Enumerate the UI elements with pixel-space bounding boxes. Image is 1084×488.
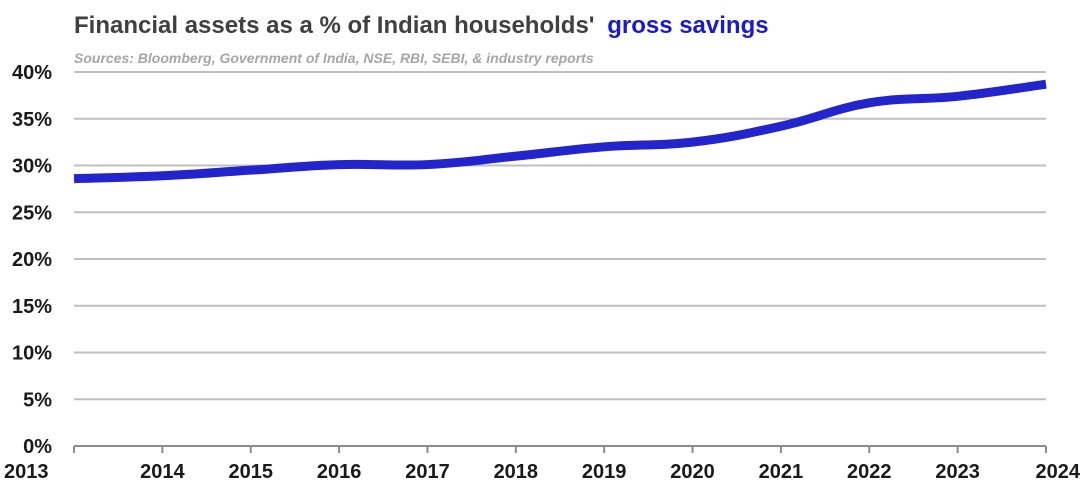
y-tick-label: 25% [12,202,52,224]
y-tick-label: 5% [23,389,52,411]
series-lines [73,79,1047,184]
data-point-2015 [250,169,252,171]
x-axis-tick-labels: 2013 2014 2015 2016 2017 2018 2019 2020 2021 2022… [4,461,1081,483]
chart-title-highlight: gross savings [607,12,768,39]
chart-title-main: Financial assets as a % of Indian househ… [74,12,595,39]
x-tick-label: 2023 [935,461,980,483]
data-point-2021 [780,125,782,127]
data-point-2023 [957,95,959,97]
data-point-2016 [338,164,340,166]
data-point-2022 [868,102,870,104]
series-line-0 [73,79,1047,184]
x-axis [73,445,1047,453]
data-point-2024 [1045,83,1047,85]
y-tick-label: 10% [12,343,52,365]
data-point-2018 [515,155,517,157]
x-tick-label: 2021 [759,461,804,483]
y-tick-label: 40% [12,62,52,84]
gridlines [74,71,1046,401]
x-tick-label: 2013 [4,461,49,483]
data-point-2019 [603,146,605,148]
y-tick-label: 35% [12,109,52,131]
chart-subtitle: Sources: Bloomberg, Government of India,… [74,50,594,66]
x-tick-label: 2015 [228,461,273,483]
y-tick-label: 0% [23,436,52,458]
x-tick-label: 2019 [582,461,627,483]
y-tick-label: 20% [12,249,52,271]
x-tick-label: 2017 [405,461,450,483]
y-axis-tick-labels: 0% 5% 10% 15% 20% 25% 30% 35% 40% [12,62,52,458]
x-tick-label: 2018 [494,461,539,483]
chart-title: Financial assets as a % of Indian househ… [74,12,769,39]
data-point-2013 [73,178,75,180]
y-tick-label: 15% [12,296,52,318]
x-tick-label: 2020 [670,461,715,483]
x-tick-label: 2014 [140,461,185,483]
data-point-2017 [426,164,428,166]
y-tick-label: 30% [12,156,52,178]
x-tick-label: 2016 [317,461,362,483]
data-point-2014 [161,175,163,177]
x-tick-label: 2024 [1036,461,1081,483]
x-tick-label: 2022 [847,461,892,483]
data-point-2020 [692,141,694,143]
